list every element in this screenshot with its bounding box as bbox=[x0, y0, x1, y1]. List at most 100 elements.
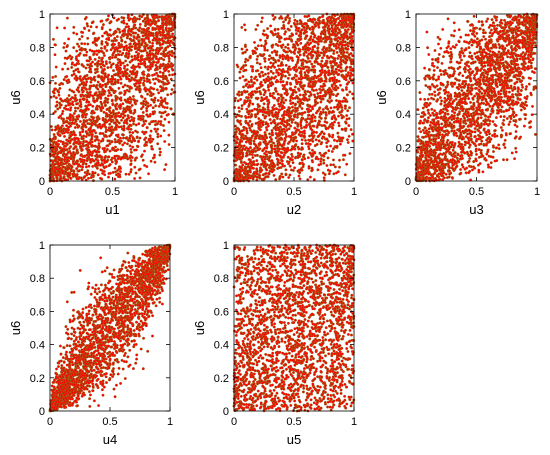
data-point bbox=[241, 177, 245, 181]
data-point bbox=[67, 94, 71, 97]
data-point bbox=[148, 112, 152, 116]
data-point bbox=[326, 168, 330, 172]
data-point bbox=[339, 62, 343, 66]
data-point bbox=[288, 73, 291, 77]
data-point bbox=[275, 107, 278, 111]
data-point bbox=[280, 128, 284, 132]
data-point bbox=[299, 134, 303, 138]
data-point bbox=[286, 46, 290, 50]
data-point bbox=[267, 172, 271, 176]
data-point bbox=[302, 53, 306, 57]
data-point bbox=[81, 130, 85, 134]
data-point bbox=[94, 71, 97, 75]
data-point bbox=[300, 130, 304, 134]
data-point bbox=[238, 70, 242, 74]
data-point bbox=[94, 119, 98, 123]
data-point bbox=[329, 144, 333, 148]
data-point bbox=[333, 57, 337, 60]
data-point bbox=[111, 39, 115, 43]
data-point bbox=[121, 51, 125, 55]
data-point bbox=[153, 82, 157, 86]
data-point bbox=[303, 90, 307, 94]
data-point bbox=[91, 32, 95, 36]
data-point bbox=[125, 68, 129, 72]
data-point bbox=[120, 20, 124, 24]
data-point bbox=[119, 114, 123, 118]
data-point bbox=[151, 137, 155, 141]
data-point bbox=[239, 165, 243, 169]
data-point bbox=[310, 62, 314, 66]
data-point bbox=[286, 43, 290, 47]
data-point bbox=[242, 137, 246, 141]
data-point bbox=[313, 74, 317, 78]
data-point bbox=[345, 65, 349, 69]
data-point bbox=[343, 106, 347, 110]
data-point bbox=[107, 89, 111, 93]
data-point bbox=[288, 140, 291, 144]
data-point bbox=[148, 122, 152, 126]
data-point bbox=[322, 28, 326, 32]
data-point bbox=[341, 136, 345, 140]
data-point bbox=[329, 37, 333, 41]
data-point bbox=[82, 124, 86, 128]
data-point bbox=[348, 152, 352, 155]
data-point bbox=[250, 153, 254, 157]
data-point bbox=[251, 134, 254, 138]
data-point bbox=[243, 148, 247, 151]
data-point bbox=[253, 143, 257, 147]
data-point bbox=[349, 25, 353, 29]
data-point bbox=[82, 134, 86, 138]
data-point bbox=[245, 151, 249, 155]
data-point bbox=[102, 64, 106, 68]
data-point bbox=[299, 85, 303, 89]
data-point bbox=[111, 170, 115, 174]
data-point bbox=[65, 160, 69, 164]
data-point bbox=[145, 126, 149, 129]
data-point bbox=[324, 47, 328, 51]
data-point bbox=[139, 94, 143, 98]
data-point bbox=[154, 27, 157, 31]
data-point bbox=[291, 33, 295, 37]
data-point bbox=[314, 111, 318, 115]
data-point bbox=[119, 43, 123, 47]
data-point bbox=[90, 21, 94, 25]
data-point bbox=[259, 119, 263, 123]
data-point bbox=[340, 108, 344, 112]
data-point bbox=[318, 87, 322, 91]
data-point bbox=[312, 124, 316, 128]
data-point bbox=[243, 23, 246, 27]
data-point bbox=[108, 109, 111, 113]
data-point bbox=[280, 144, 284, 148]
data-point bbox=[277, 128, 281, 132]
data-point bbox=[146, 101, 150, 105]
data-point bbox=[273, 50, 277, 54]
data-point bbox=[167, 120, 171, 124]
data-point bbox=[107, 73, 111, 77]
data-point bbox=[318, 120, 322, 124]
data-point bbox=[300, 24, 304, 28]
data-point bbox=[344, 87, 348, 91]
data-point bbox=[316, 42, 320, 46]
data-point bbox=[296, 29, 300, 33]
data-point bbox=[130, 140, 134, 144]
data-point bbox=[55, 100, 59, 104]
data-point bbox=[124, 153, 128, 157]
data-point bbox=[129, 48, 133, 52]
data-point bbox=[119, 63, 123, 67]
data-point bbox=[270, 147, 274, 151]
data-point bbox=[314, 157, 318, 161]
data-point bbox=[319, 32, 323, 36]
data-point bbox=[239, 161, 243, 164]
data-point bbox=[126, 105, 129, 109]
data-point bbox=[137, 88, 141, 92]
data-point bbox=[139, 76, 143, 80]
data-point bbox=[271, 108, 275, 112]
data-point bbox=[255, 159, 259, 163]
data-point bbox=[130, 66, 134, 70]
data-point bbox=[243, 68, 247, 72]
data-point bbox=[99, 176, 102, 180]
data-point bbox=[131, 58, 135, 62]
data-point bbox=[314, 138, 318, 142]
data-point bbox=[339, 66, 343, 69]
data-point bbox=[268, 54, 272, 58]
